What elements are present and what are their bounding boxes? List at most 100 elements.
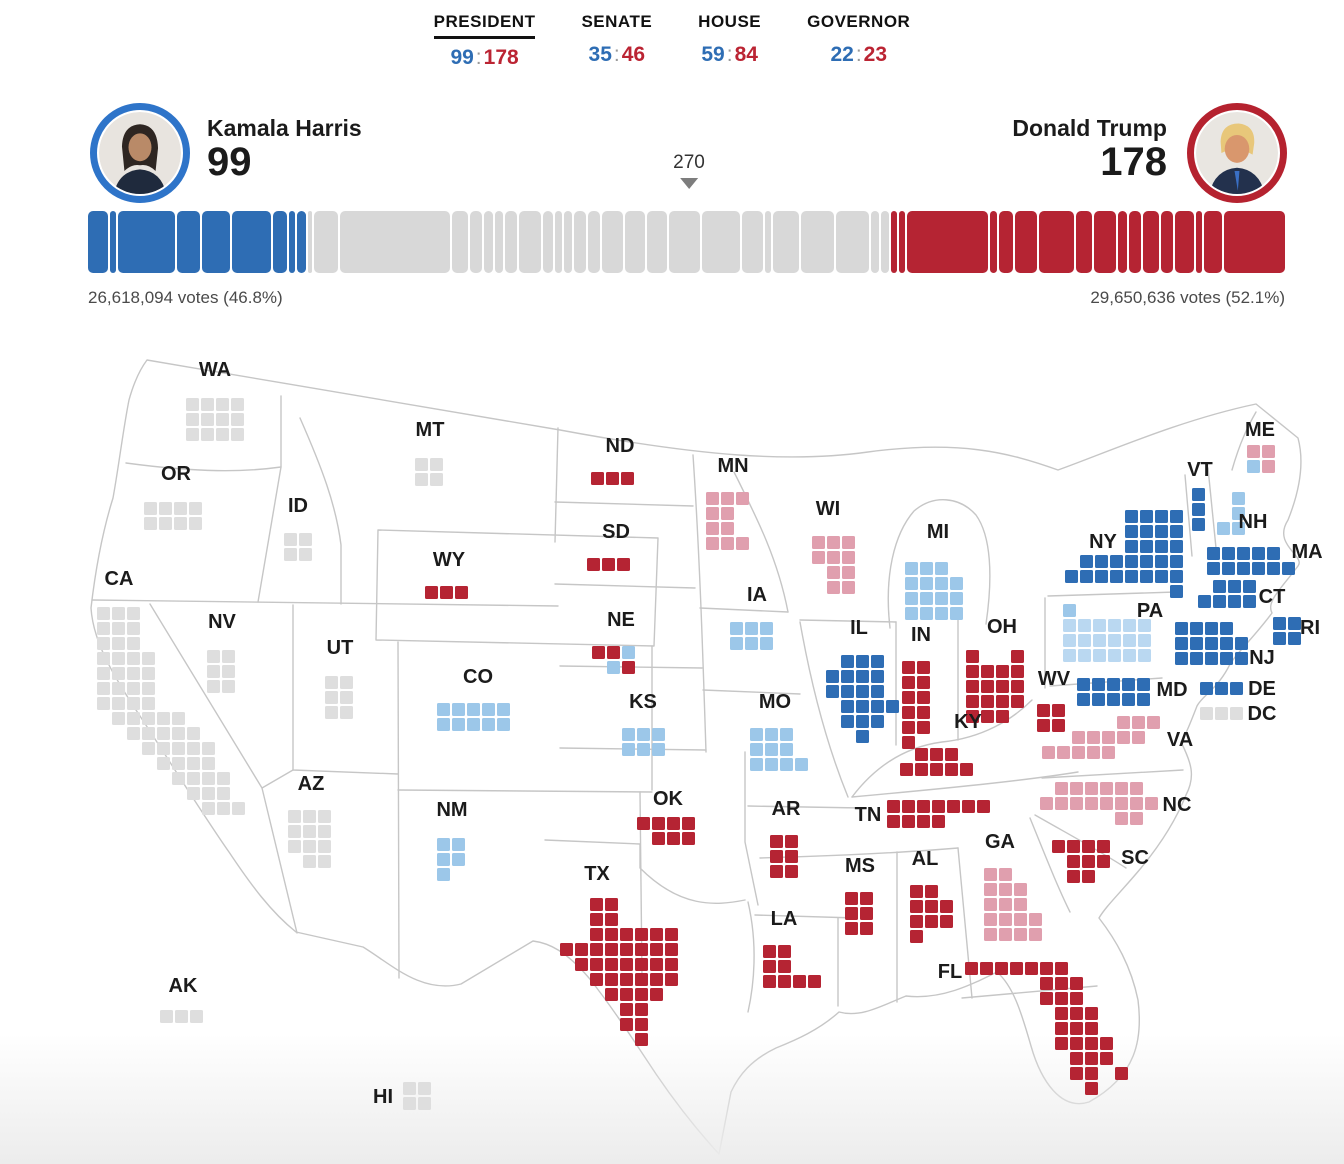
bar-segment-dem[interactable] <box>110 211 117 273</box>
ev-square-md[interactable] <box>1137 678 1150 691</box>
ev-square-oh[interactable] <box>1011 665 1024 678</box>
state-label-az[interactable]: AZ <box>297 773 325 795</box>
ev-square-ny[interactable] <box>1140 570 1153 583</box>
ev-square-nv[interactable] <box>222 650 235 663</box>
ev-square-vt[interactable] <box>1192 518 1205 531</box>
ev-square-nj[interactable] <box>1190 622 1203 635</box>
ev-square-nj[interactable] <box>1175 622 1188 635</box>
ev-square-ny[interactable] <box>1125 555 1138 568</box>
state-label-ne[interactable]: NE <box>607 609 635 631</box>
bar-segment-rep[interactable] <box>1195 211 1202 273</box>
ev-square-tx[interactable] <box>635 1033 648 1046</box>
ev-square-pa[interactable] <box>1108 619 1121 632</box>
ev-square-fl[interactable] <box>1085 1007 1098 1020</box>
bar-segment-rep[interactable] <box>1175 211 1194 273</box>
ev-square-nc[interactable] <box>1145 797 1158 810</box>
state-label-ny[interactable]: NY <box>1089 531 1117 553</box>
ev-square-ut[interactable] <box>325 676 338 689</box>
ev-square-ne[interactable] <box>622 646 635 659</box>
ev-square-ms[interactable] <box>845 907 858 920</box>
ev-square-ca[interactable] <box>112 652 125 665</box>
ev-square-al[interactable] <box>940 900 953 913</box>
ev-square-id[interactable] <box>299 548 312 561</box>
ev-square-ca[interactable] <box>97 682 110 695</box>
ev-square-wi[interactable] <box>812 551 825 564</box>
ev-square-nj[interactable] <box>1220 622 1233 635</box>
ev-square-il[interactable] <box>856 670 869 683</box>
ev-square-tx[interactable] <box>620 988 633 1001</box>
ev-square-mn[interactable] <box>706 492 719 505</box>
ev-square-fl[interactable] <box>1055 962 1068 975</box>
ev-square-ga[interactable] <box>1014 883 1027 896</box>
ev-square-me[interactable] <box>1247 460 1260 473</box>
ev-square-nc[interactable] <box>1085 797 1098 810</box>
ev-square-al[interactable] <box>925 915 938 928</box>
ev-square-oh[interactable] <box>966 665 979 678</box>
ev-square-ny[interactable] <box>1155 525 1168 538</box>
ev-square-nv[interactable] <box>207 650 220 663</box>
ev-square-nc[interactable] <box>1070 782 1083 795</box>
ev-square-ca[interactable] <box>202 802 215 815</box>
state-label-ut[interactable]: UT <box>326 637 354 659</box>
ev-square-or[interactable] <box>159 502 172 515</box>
ev-square-ak[interactable] <box>160 1010 173 1023</box>
bar-segment-und[interactable] <box>646 211 668 273</box>
ev-square-ar[interactable] <box>770 850 783 863</box>
ev-square-in[interactable] <box>917 676 930 689</box>
ev-square-fl[interactable] <box>1070 1052 1083 1065</box>
ev-square-in[interactable] <box>902 661 915 674</box>
ev-square-pa[interactable] <box>1138 649 1151 662</box>
ev-square-pa[interactable] <box>1093 634 1106 647</box>
ev-square-id[interactable] <box>299 533 312 546</box>
ev-square-ri[interactable] <box>1273 632 1286 645</box>
state-label-mi[interactable]: MI <box>926 521 950 543</box>
ev-square-ny[interactable] <box>1095 570 1108 583</box>
ev-square-tx[interactable] <box>665 973 678 986</box>
ev-square-az[interactable] <box>288 840 301 853</box>
ev-square-tx[interactable] <box>620 943 633 956</box>
ev-square-ga[interactable] <box>984 883 997 896</box>
ev-square-ok[interactable] <box>637 817 650 830</box>
ev-square-ny[interactable] <box>1170 585 1183 598</box>
ev-square-la[interactable] <box>808 975 821 988</box>
bar-segment-rep[interactable] <box>890 211 897 273</box>
state-label-nh[interactable]: NH <box>1238 511 1268 533</box>
state-label-nv[interactable]: NV <box>208 611 236 633</box>
ev-square-ky[interactable] <box>915 763 928 776</box>
ev-square-ca[interactable] <box>157 742 170 755</box>
ev-square-wa[interactable] <box>231 413 244 426</box>
ev-square-ky[interactable] <box>945 748 958 761</box>
ev-square-wy[interactable] <box>440 586 453 599</box>
ev-square-sc[interactable] <box>1097 840 1110 853</box>
ev-square-oh[interactable] <box>996 680 1009 693</box>
ev-square-wa[interactable] <box>201 428 214 441</box>
ev-square-md[interactable] <box>1122 678 1135 691</box>
ev-square-ca[interactable] <box>157 712 170 725</box>
ev-square-mo[interactable] <box>780 728 793 741</box>
ev-square-tx[interactable] <box>665 928 678 941</box>
ev-square-la[interactable] <box>763 945 776 958</box>
ev-square-tn[interactable] <box>917 815 930 828</box>
ev-square-ut[interactable] <box>340 691 353 704</box>
ev-square-tn[interactable] <box>902 815 915 828</box>
bar-segment-und[interactable] <box>880 211 889 273</box>
bar-segment-rep[interactable] <box>998 211 1013 273</box>
ev-square-or[interactable] <box>174 517 187 530</box>
ev-square-fl[interactable] <box>1055 977 1068 990</box>
ev-square-ca[interactable] <box>172 757 185 770</box>
ev-square-al[interactable] <box>910 885 923 898</box>
state-label-wv[interactable]: WV <box>1037 668 1071 690</box>
ev-square-nv[interactable] <box>207 665 220 678</box>
ev-square-ma[interactable] <box>1237 547 1250 560</box>
ev-square-ia[interactable] <box>730 637 743 650</box>
ev-square-wi[interactable] <box>842 566 855 579</box>
ev-square-ia[interactable] <box>745 622 758 635</box>
tab-house[interactable]: HOUSE 59:84 <box>698 12 761 70</box>
ev-square-mo[interactable] <box>765 728 778 741</box>
ev-square-il[interactable] <box>856 730 869 743</box>
ev-square-ct[interactable] <box>1228 595 1241 608</box>
bar-segment-rep[interactable] <box>1203 211 1223 273</box>
ev-square-ia[interactable] <box>745 637 758 650</box>
ev-square-ms[interactable] <box>845 892 858 905</box>
ev-square-fl[interactable] <box>1100 1052 1113 1065</box>
